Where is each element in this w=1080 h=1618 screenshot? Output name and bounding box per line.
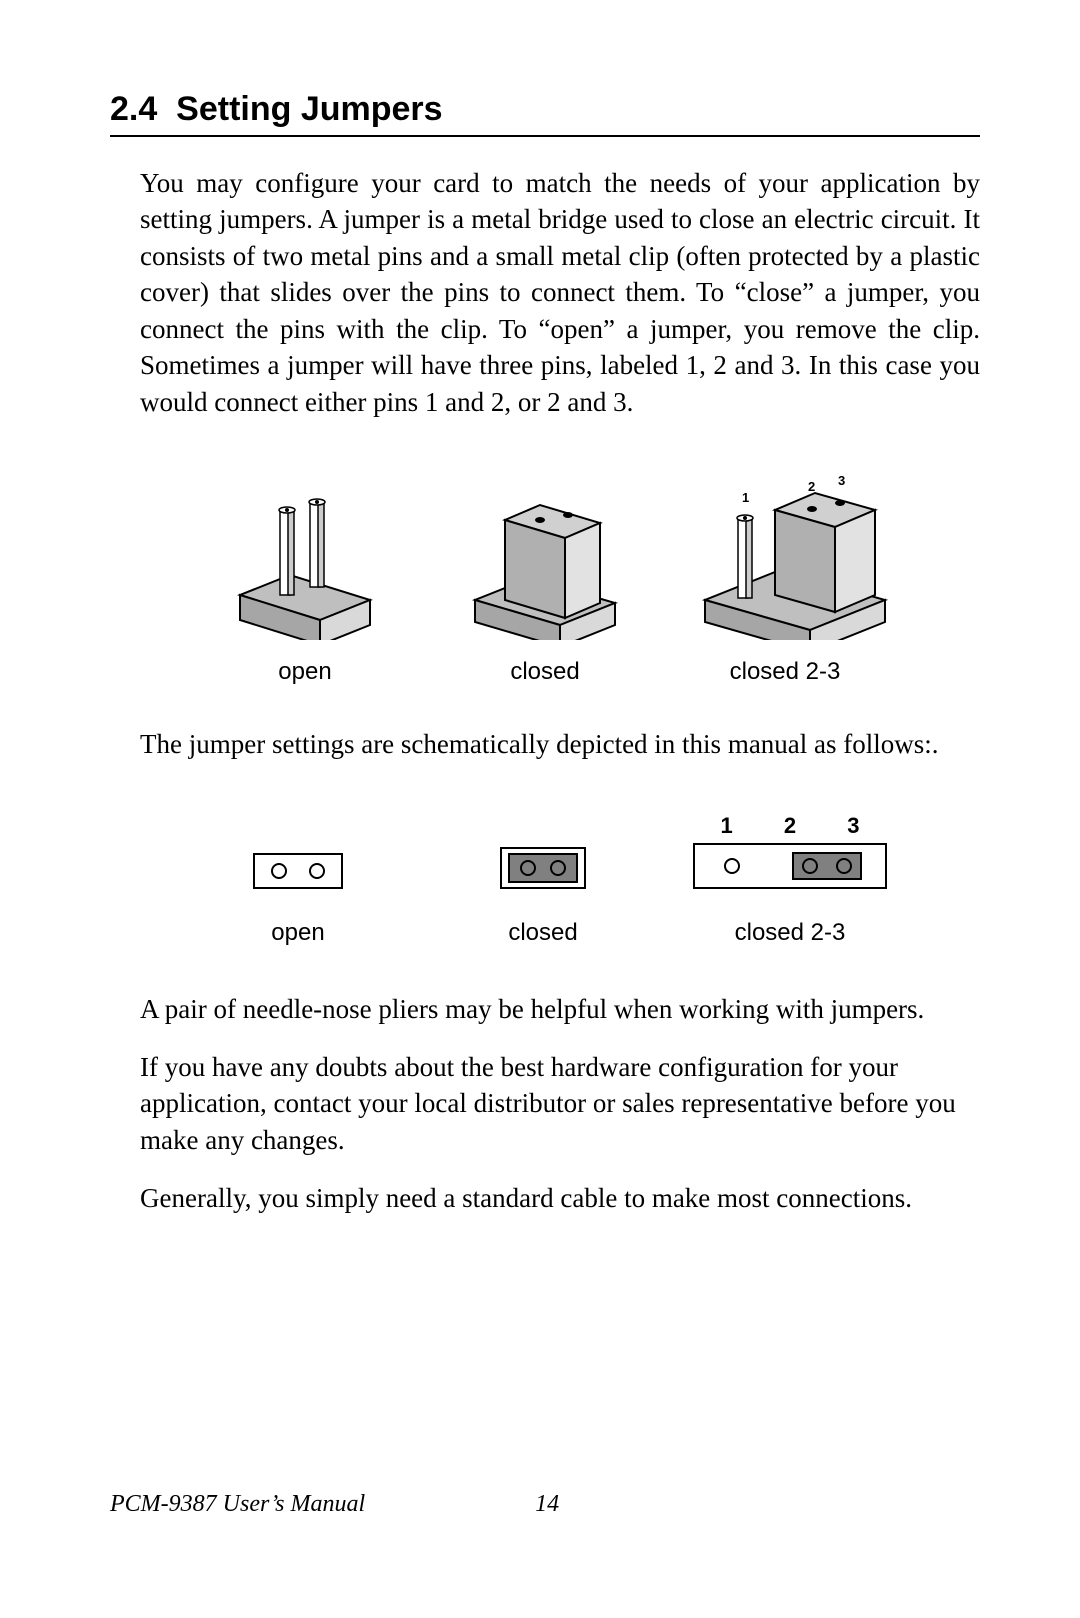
iso-figure-closed23: 1 2 3 closed 2-3 [680,460,890,686]
pin-circle [271,863,287,879]
section-heading: 2.4 Setting Jumpers [110,90,980,129]
paragraph-3: A pair of needle-nose pliers may be help… [110,991,980,1027]
iso-caption-closed23: closed 2-3 [680,658,890,686]
pin-number-1: 1 [721,813,733,839]
section-number: 2.4 [110,90,157,128]
paragraph-1: You may configure your card to match the… [110,165,980,420]
pin-circle [520,860,536,876]
section-rule [110,135,980,137]
iso-open-svg [210,460,400,640]
svg-text:3: 3 [838,473,845,488]
schematic-open: open [203,823,393,947]
iso-closed23-svg: 1 2 3 [680,460,910,640]
svg-text:2: 2 [808,479,815,494]
schematic-open-box [253,853,343,889]
pin-circle [309,863,325,879]
svg-text:1: 1 [742,490,749,505]
section-title-text: Setting Jumpers [176,90,442,128]
pin-labels: 1 2 3 [695,813,885,839]
paragraph-4: If you have any doubts about the best ha… [110,1049,980,1158]
pin-circle [724,858,740,874]
iso-figure-closed: closed [440,460,650,686]
iso-closed-svg [450,460,640,640]
pin-circle [836,858,852,874]
closed-cap [792,852,862,880]
sch-caption-open: open [203,919,393,947]
footer-doc-title: PCM-9387 User’s Manual [110,1491,365,1518]
iso-caption-open: open [200,658,410,686]
iso-figure-row: open closed [110,460,980,686]
pin-circle [802,858,818,874]
schematic-closed-box [500,847,586,889]
schematic-closed: closed [448,817,638,947]
schematic-closed23: 1 2 3 closed 2-3 [693,813,887,947]
schematic-row: open closed 1 2 3 [110,813,980,947]
page: 2.4 Setting Jumpers You may configure yo… [0,0,1080,1618]
pin-circle [550,860,566,876]
pin-number-3: 3 [847,813,859,839]
sch-caption-closed: closed [448,919,638,947]
paragraph-2: The jumper settings are schematically de… [110,726,980,762]
pin-number-2: 2 [784,813,796,839]
paragraph-5: Generally, you simply need a standard ca… [110,1180,980,1216]
footer-page-number: 14 [535,1491,559,1518]
schematic-closed23-box [693,843,887,889]
page-footer: PCM-9387 User’s Manual 14 [110,1491,559,1518]
closed-cap [508,853,578,883]
sch-caption-closed23: closed 2-3 [693,919,887,947]
iso-figure-open: open [200,460,410,686]
iso-caption-closed: closed [440,658,650,686]
